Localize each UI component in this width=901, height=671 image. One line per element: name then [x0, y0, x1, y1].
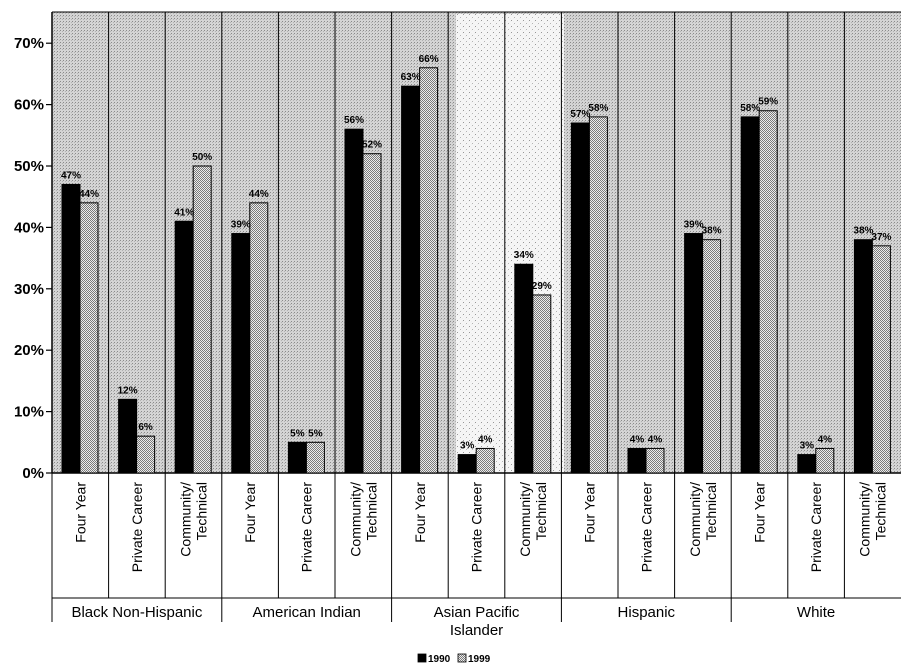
bar-1999 — [192, 165, 212, 474]
bar-1999 — [758, 110, 778, 474]
bar-1999 — [588, 116, 608, 474]
value-label-1990: 5% — [290, 428, 305, 439]
group-label: White — [797, 604, 835, 621]
bar-1990 — [570, 122, 590, 474]
value-label-1990: 4% — [630, 434, 645, 445]
y-tick-label: 10% — [14, 404, 44, 421]
x-category-label: Community/Technical — [517, 482, 549, 557]
legend-swatch-1990 — [417, 653, 427, 663]
value-label-1999: 29% — [532, 281, 552, 292]
y-tick-label: 0% — [22, 465, 44, 482]
group-label: Asian Pacific Islander — [434, 604, 520, 639]
bar-1990 — [231, 233, 251, 474]
value-label-1990: 39% — [684, 220, 704, 231]
bar-1990 — [514, 263, 534, 474]
bar-1999 — [249, 202, 269, 474]
bar-1990 — [118, 398, 138, 474]
value-label-1999: 66% — [419, 54, 439, 65]
bar-1990 — [627, 447, 647, 474]
value-label-1990: 58% — [740, 103, 760, 114]
value-label-1999: 38% — [702, 226, 722, 237]
y-tick-label: 50% — [14, 158, 44, 175]
bar-1990 — [344, 128, 364, 474]
group-label: Black Non-Hispanic — [71, 604, 202, 621]
value-label-1999: 52% — [362, 140, 382, 151]
legend: 1990 1999 — [417, 653, 491, 665]
bar-1999 — [419, 67, 439, 474]
value-label-1999: 44% — [79, 189, 99, 200]
y-tick-label: 20% — [14, 342, 44, 359]
bar-1990 — [61, 183, 81, 474]
x-category-label: Community/Technical — [857, 482, 889, 557]
value-label-1990: 57% — [570, 109, 590, 120]
bar-1999 — [815, 447, 835, 474]
value-label-1999: 37% — [871, 232, 891, 243]
bar-1990 — [457, 454, 477, 474]
value-label-1990: 39% — [231, 220, 251, 231]
y-tick-label: 70% — [14, 35, 44, 52]
x-axis: Four Year Private Career Community/Technic… — [71, 482, 888, 639]
value-label-1990: 3% — [460, 441, 475, 452]
bar-1999 — [475, 447, 495, 474]
bar-1990 — [174, 220, 194, 474]
value-label-1990: 56% — [344, 115, 364, 126]
bar-1999 — [362, 153, 382, 474]
x-category-label: Four Year — [242, 482, 258, 543]
legend-swatch-1999 — [457, 653, 467, 663]
value-label-1999: 4% — [478, 434, 493, 445]
value-label-1990: 3% — [800, 441, 815, 452]
x-category-label: Private Career — [469, 482, 485, 573]
x-category-label: Four Year — [72, 482, 88, 543]
y-tick-label: 60% — [14, 97, 44, 114]
value-label-1999: 50% — [192, 152, 212, 163]
x-category-label: Community/Technical — [178, 482, 210, 557]
category-separators — [51, 12, 901, 622]
bars — [61, 67, 891, 474]
value-label-1999: 6% — [138, 422, 153, 433]
bar-1990 — [401, 85, 421, 474]
x-category-label: Community/Technical — [347, 482, 379, 557]
bar-1999 — [871, 245, 891, 474]
value-label-1990: 38% — [853, 226, 873, 237]
bar-1999 — [79, 202, 99, 474]
y-tick-label: 30% — [14, 281, 44, 298]
value-label-1999: 58% — [588, 103, 608, 114]
x-category-label: Private Career — [129, 482, 145, 573]
bar-1999 — [645, 447, 665, 474]
bar-1990 — [853, 239, 873, 474]
y-tick-label: 40% — [14, 219, 44, 236]
value-label-1999: 59% — [758, 97, 778, 108]
value-label-1990: 41% — [174, 207, 194, 218]
legend-label-1990: 1990 — [428, 654, 451, 665]
value-label-1990: 12% — [118, 385, 138, 396]
bar-1999 — [136, 435, 156, 474]
value-labels: 47% 12% 41% 39% 5% 56% 63% 3% 34% 57% 4% 39% 58% 3% 38… — [61, 54, 892, 452]
value-label-1990: 47% — [61, 170, 81, 181]
bar-1999 — [532, 294, 552, 474]
group-label: American Indian — [252, 604, 360, 621]
value-label-1990: 63% — [401, 72, 421, 83]
x-category-label: Private Career — [299, 482, 315, 573]
value-label-1999: 44% — [249, 189, 269, 200]
bar-1999 — [305, 441, 325, 474]
bar-1990 — [740, 116, 760, 474]
value-label-1999: 4% — [648, 434, 663, 445]
x-category-label: Private Career — [808, 482, 824, 573]
value-label-1999: 5% — [308, 428, 323, 439]
value-label-1990: 34% — [514, 250, 534, 261]
x-category-label: Four Year — [582, 482, 598, 543]
x-category-label: Four Year — [752, 482, 768, 543]
bar-1990 — [797, 454, 817, 474]
x-category-label: Community/Technical — [687, 482, 719, 557]
x-category-label: Private Career — [638, 482, 654, 573]
bar-1999 — [702, 239, 722, 474]
bar-1990 — [684, 233, 704, 474]
group-label: Hispanic — [618, 604, 676, 621]
legend-label-1999: 1999 — [468, 654, 491, 665]
x-category-label: Four Year — [412, 482, 428, 543]
bar-1990 — [287, 441, 307, 474]
value-label-1999: 4% — [818, 434, 833, 445]
